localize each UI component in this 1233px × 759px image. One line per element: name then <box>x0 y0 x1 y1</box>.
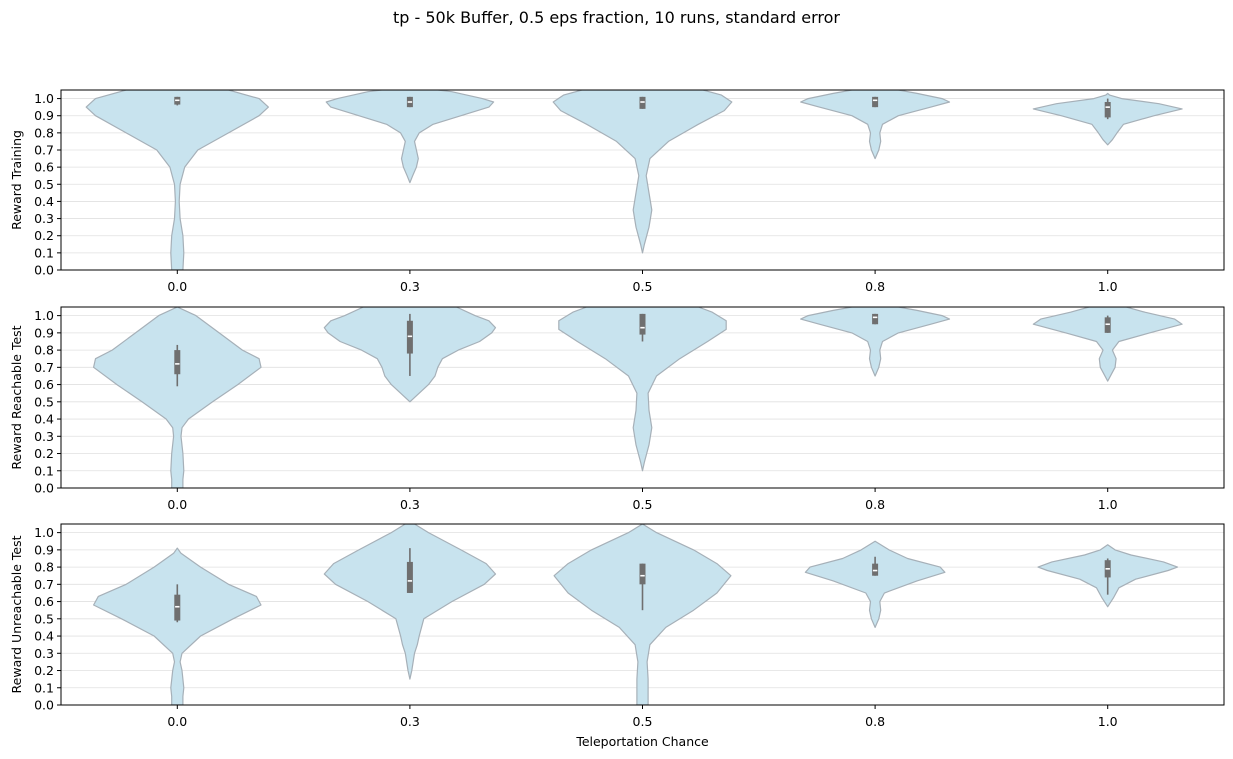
x-axis-label: Teleportation Chance <box>575 734 709 749</box>
violin-shape <box>93 547 262 705</box>
y-axis-label: Reward Training <box>9 130 24 230</box>
violin-shape <box>553 524 732 705</box>
subplot-2: 0.0 0.1 0.2 0.3 0.4 0.5 0.6 0.7 0.8 0.9 1.0 0.0 0.3 0… <box>9 306 1225 512</box>
y-tick-label: 0.7 <box>34 143 54 158</box>
violins-group <box>93 307 1183 488</box>
y-tick-label: 0.3 <box>34 646 54 661</box>
violin-shape <box>1032 307 1183 382</box>
y-axis-label: Reward Reachable Test <box>9 325 24 469</box>
x-tick-label: 0.5 <box>633 497 653 512</box>
y-tick-label: 0.2 <box>34 663 54 678</box>
subplot-3: 0.0 0.1 0.2 0.3 0.4 0.5 0.6 0.7 0.8 0.9 1.0 0.0 0.3 0… <box>9 523 1225 749</box>
y-tick-label: 0.6 <box>34 377 54 392</box>
figure-title: tp - 50k Buffer, 0.5 eps fraction, 10 ru… <box>392 8 840 27</box>
x-tick-label: 0.8 <box>865 279 885 294</box>
violin-shape <box>800 307 951 377</box>
y-tick-label: 0.5 <box>34 611 54 626</box>
y-tick-label: 0.2 <box>34 228 54 243</box>
y-tick-label: 0.3 <box>34 211 54 226</box>
violin-iqr-box <box>406 561 413 593</box>
violin-shape <box>93 307 262 488</box>
y-tick-label: 0.1 <box>34 463 54 478</box>
x-tick-label: 0.3 <box>400 279 420 294</box>
violin-iqr-box <box>1104 317 1111 333</box>
x-tick-label: 1.0 <box>1098 714 1118 729</box>
x-tick-label: 0.0 <box>167 714 187 729</box>
violin-iqr-box <box>872 313 879 325</box>
violin-iqr-box <box>174 594 181 621</box>
x-tick-label: 0.8 <box>865 497 885 512</box>
y-tick-label: 0.4 <box>34 412 54 427</box>
x-tick-label: 1.0 <box>1098 279 1118 294</box>
subplot-1: 0.0 0.1 0.2 0.3 0.4 0.5 0.6 0.7 0.8 0.9 1.0 0.0 0.3 0… <box>9 89 1225 294</box>
x-tick-label: 1.0 <box>1098 497 1118 512</box>
y-tick-label: 0.0 <box>34 263 54 278</box>
violin-shape <box>85 90 269 270</box>
y-tick-label: 0.4 <box>34 629 54 644</box>
y-tick-label: 0.0 <box>34 698 54 713</box>
violins-group <box>93 524 1179 705</box>
y-tick-label: 0.5 <box>34 177 54 192</box>
y-tick-label: 0.9 <box>34 108 54 123</box>
x-tick-label: 0.8 <box>865 714 885 729</box>
violin-shape <box>558 307 727 472</box>
violin-iqr-box <box>1104 102 1111 118</box>
x-tick-label: 0.3 <box>400 714 420 729</box>
violin-shape <box>804 540 946 628</box>
y-tick-label: 0.8 <box>34 125 54 140</box>
x-tick-label: 0.3 <box>400 497 420 512</box>
violin-iqr-box <box>639 563 646 585</box>
violin-iqr-box <box>872 563 879 576</box>
y-tick-label: 0.9 <box>34 542 54 557</box>
y-axis-label: Reward Unreachable Test <box>9 535 24 693</box>
violin-iqr-box <box>639 96 646 109</box>
y-tick-label: 1.0 <box>34 308 54 323</box>
violins-group <box>85 90 1183 270</box>
violin-shape <box>552 90 733 254</box>
y-tick-label: 0.4 <box>34 194 54 209</box>
x-tick-label: 0.0 <box>167 279 187 294</box>
y-tick-label: 1.0 <box>34 525 54 540</box>
violin-shape <box>800 90 951 160</box>
y-tick-label: 0.8 <box>34 343 54 358</box>
y-tick-label: 0.8 <box>34 560 54 575</box>
violin-shape <box>323 524 497 680</box>
y-tick-label: 0.1 <box>34 680 54 695</box>
y-tick-label: 0.9 <box>34 325 54 340</box>
violin-iqr-box <box>639 313 646 335</box>
violin-iqr-box <box>872 96 879 108</box>
y-tick-label: 0.3 <box>34 429 54 444</box>
violin-shape <box>1032 92 1183 146</box>
violin-iqr-box <box>174 350 181 375</box>
violin-shape <box>325 90 495 184</box>
y-tick-label: 0.1 <box>34 245 54 260</box>
y-tick-label: 0.5 <box>34 394 54 409</box>
violin-iqr-box <box>406 320 413 354</box>
y-tick-label: 0.0 <box>34 481 54 496</box>
x-tick-label: 0.5 <box>633 279 653 294</box>
x-tick-label: 0.5 <box>633 714 653 729</box>
y-tick-label: 0.7 <box>34 577 54 592</box>
y-tick-label: 0.7 <box>34 360 54 375</box>
y-tick-label: 0.2 <box>34 446 54 461</box>
y-tick-label: 0.6 <box>34 160 54 175</box>
y-tick-label: 0.6 <box>34 594 54 609</box>
y-tick-label: 1.0 <box>34 91 54 106</box>
x-tick-label: 0.0 <box>167 497 187 512</box>
